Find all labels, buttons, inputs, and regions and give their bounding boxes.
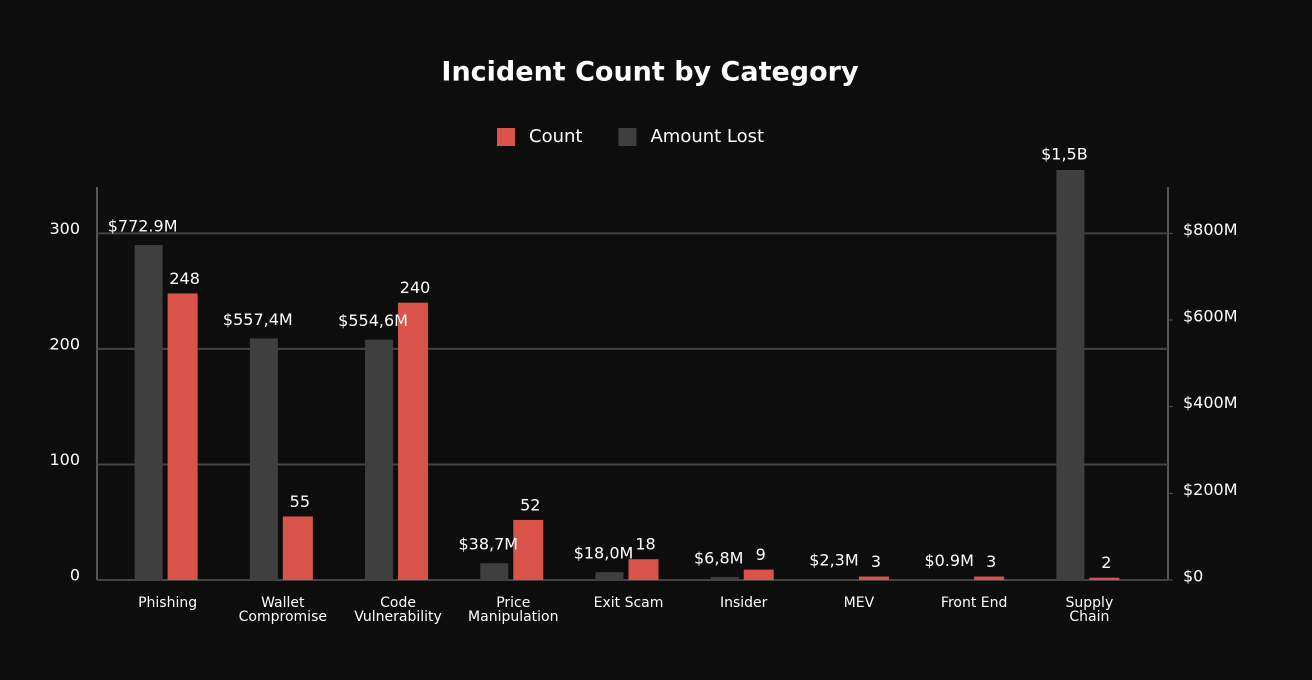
x-tick-label: Wallet Compromise xyxy=(239,595,327,625)
legend-label: Count xyxy=(529,126,582,147)
x-tick-label: Phishing xyxy=(138,595,197,611)
x-tick-label: Code Vulnerability xyxy=(354,595,442,625)
bar xyxy=(249,338,278,580)
bar xyxy=(167,293,198,580)
data-label: 3 xyxy=(986,552,996,571)
bar xyxy=(710,577,739,580)
y-tick-label: 200 xyxy=(49,334,80,353)
y2-tick-label: $600M xyxy=(1183,307,1238,326)
bar xyxy=(628,559,659,580)
x-tick-label: Supply Chain xyxy=(1066,595,1114,625)
bar xyxy=(282,516,313,580)
x-tick-label: MEV xyxy=(844,595,875,611)
data-label: 3 xyxy=(871,552,881,571)
legend-swatch xyxy=(618,128,637,146)
bar xyxy=(513,519,544,580)
y2-tick-label: $800M xyxy=(1183,220,1238,239)
data-label: $6,8M xyxy=(694,549,743,568)
data-label: $18,0M xyxy=(574,544,634,563)
chart-title: Incident Count by Category xyxy=(441,57,859,88)
data-label: $1,5B xyxy=(1041,145,1088,164)
bar xyxy=(825,579,854,580)
x-tick-label: Front End xyxy=(941,595,1007,611)
data-label: 9 xyxy=(756,545,766,564)
legend-swatch xyxy=(497,128,515,146)
bar xyxy=(858,576,889,580)
x-tick-label: Exit Scam xyxy=(594,595,664,611)
bar xyxy=(365,339,394,580)
y2-tick-label: $0 xyxy=(1183,567,1203,586)
bar xyxy=(743,569,774,580)
bar xyxy=(1089,577,1120,580)
data-label: 2 xyxy=(1101,553,1111,572)
data-label: $554,6M xyxy=(338,311,408,330)
x-tick-label: Insider xyxy=(720,595,768,611)
bar xyxy=(398,302,429,580)
bar xyxy=(595,572,624,580)
data-label: 55 xyxy=(290,492,310,511)
y-tick-label: 300 xyxy=(49,219,80,238)
data-label: 248 xyxy=(169,269,200,288)
bar xyxy=(134,245,163,580)
data-label: $557,4M xyxy=(223,310,293,329)
bar xyxy=(1056,170,1085,580)
data-label: $772.9M xyxy=(108,217,178,236)
data-label: 18 xyxy=(635,535,655,554)
y-tick-label: 0 xyxy=(70,566,80,585)
data-label: 240 xyxy=(400,278,431,297)
y2-tick-label: $200M xyxy=(1183,480,1238,499)
plot-area xyxy=(134,170,1120,580)
data-label: $38,7M xyxy=(458,535,518,554)
y2-tick-label: $400M xyxy=(1183,393,1238,412)
bar xyxy=(974,576,1005,580)
x-tick-label: Price Manipulation xyxy=(468,595,558,625)
legend-label: Amount Lost xyxy=(650,126,764,147)
data-label: $0.9M xyxy=(924,551,973,570)
y-tick-label: 100 xyxy=(49,450,80,469)
bar xyxy=(480,563,509,580)
data-label: 52 xyxy=(520,495,540,514)
data-label: $2,3M xyxy=(809,551,858,570)
